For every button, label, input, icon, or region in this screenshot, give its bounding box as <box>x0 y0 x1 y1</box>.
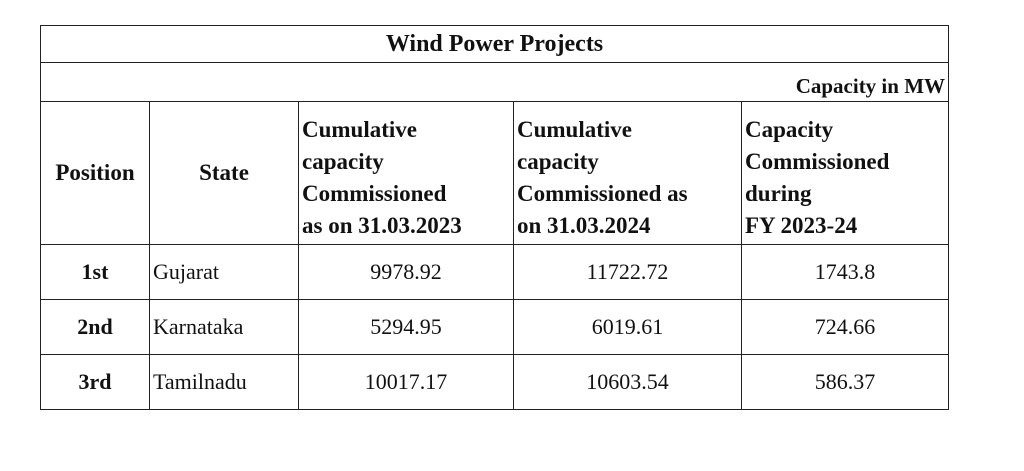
capacity-cell: 10017.17 <box>298 354 514 410</box>
title-row: Wind Power Projects <box>39 25 950 63</box>
state-cell: Gujarat <box>149 244 299 300</box>
data-row: 1st Gujarat 9978.92 11722.72 1743.8 <box>40 244 950 300</box>
capacity-cell: 11722.72 <box>513 244 742 300</box>
data-row: 2nd Karnataka 5294.95 6019.61 724.66 <box>40 299 950 355</box>
column-header: Cumulative capacity Commissioned as on 31.0… <box>513 101 742 245</box>
header-line: FY 2023-24 <box>745 213 858 238</box>
unit-row: Capacity in MW <box>39 62 950 102</box>
header-line: capacity <box>302 149 384 174</box>
header-line: State <box>199 160 249 185</box>
capacity-cell: 1743.8 <box>740 244 950 300</box>
column-header: Capacity Commissioned during FY 2023-24 <box>740 101 950 245</box>
header-line: Cumulative <box>302 117 417 142</box>
state-cell: Karnataka <box>149 299 299 355</box>
position-cell: 3rd <box>40 354 150 410</box>
position-cell: 2nd <box>40 299 150 355</box>
header-line: Commissioned <box>302 181 447 206</box>
header-row: Position State Cumulative capacity Commissio… <box>40 101 950 245</box>
data-row: 3rd Tamilnadu 10017.17 10603.54 586.37 <box>40 354 950 410</box>
table-title: Wind Power Projects <box>39 25 950 63</box>
header-line: Cumulative <box>517 117 632 142</box>
capacity-cell: 10603.54 <box>513 354 742 410</box>
capacity-cell: 5294.95 <box>298 299 514 355</box>
position-cell: 1st <box>40 244 150 300</box>
column-header: Cumulative capacity Commissioned as on 31.0… <box>298 101 514 245</box>
header-line: Commissioned <box>745 149 890 174</box>
state-cell: Tamilnadu <box>149 354 299 410</box>
capacity-cell: 586.37 <box>740 354 950 410</box>
projects-table: Wind Power Projects Capacity in MW Posit… <box>39 25 950 410</box>
capacity-cell: 6019.61 <box>513 299 742 355</box>
header-line: as on 31.03.2023 <box>302 213 462 238</box>
column-header: State <box>149 101 299 245</box>
column-header: Position <box>40 101 150 245</box>
header-line: Position <box>55 160 135 185</box>
header-line: during <box>745 181 812 206</box>
capacity-cell: 9978.92 <box>298 244 514 300</box>
header-line: Commissioned as <box>517 181 688 206</box>
header-line: Capacity <box>745 117 834 142</box>
header-line: capacity <box>517 149 599 174</box>
unit-note: Capacity in MW <box>39 62 950 102</box>
capacity-cell: 724.66 <box>740 299 950 355</box>
table-body: Wind Power Projects Capacity in MW Posit… <box>39 25 950 410</box>
header-line: on 31.03.2024 <box>517 213 651 238</box>
